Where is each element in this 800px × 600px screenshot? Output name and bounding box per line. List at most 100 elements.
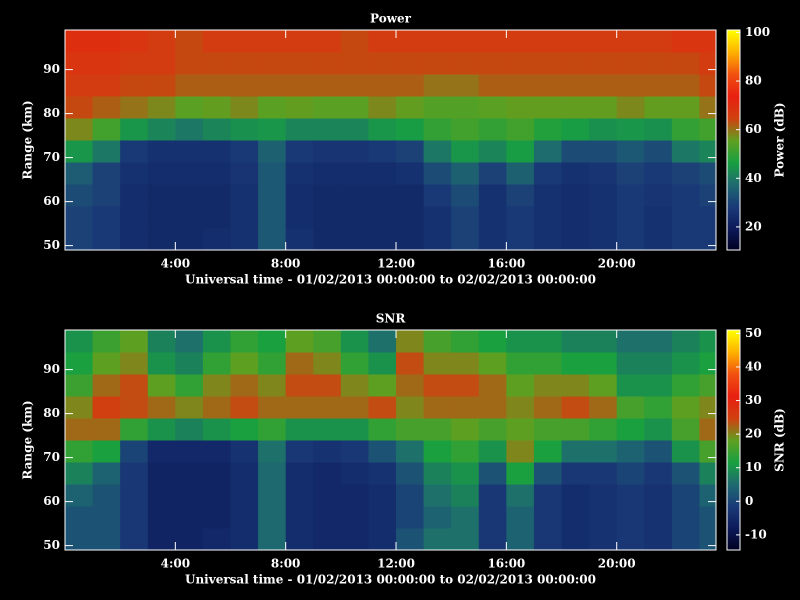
heatmap-cell: [589, 352, 618, 375]
colorbar-step: [727, 546, 740, 549]
colorbar-step: [727, 442, 740, 445]
colorbar-step: [727, 130, 740, 133]
heatmap-cell: [340, 330, 369, 353]
heatmap-cell: [175, 118, 204, 141]
heatmap-cell: [478, 206, 507, 229]
heatmap-cell: [313, 228, 342, 250]
heatmap-cell: [340, 118, 369, 141]
colorbar-step: [727, 64, 740, 67]
x-tick-label: 8:00: [271, 557, 300, 571]
heatmap-cell: [423, 484, 452, 507]
heatmap-cell: [202, 396, 232, 419]
heatmap-cell: [671, 118, 700, 141]
heatmap-cell: [451, 52, 480, 75]
colorbar-step: [727, 462, 740, 465]
heatmap-cell: [533, 162, 563, 185]
colorbar-step: [727, 424, 740, 427]
colorbar-step: [727, 186, 740, 189]
colorbar-step: [727, 476, 740, 479]
heatmap-cell: [506, 374, 535, 397]
colorbar-step: [727, 398, 740, 401]
chart-title: Power: [370, 12, 412, 26]
colorbar-step: [727, 450, 740, 453]
heatmap-cell: [478, 374, 507, 397]
heatmap-cell: [258, 140, 287, 163]
colorbar-step: [727, 218, 740, 221]
heatmap-cell: [396, 462, 425, 485]
colorbar-step: [727, 482, 740, 485]
heatmap-cell: [533, 96, 563, 119]
colorbar-step: [727, 156, 740, 159]
colorbar-step: [727, 426, 740, 429]
heatmap-cell: [478, 118, 507, 141]
colorbar-step: [727, 374, 740, 377]
heatmap-cell: [175, 396, 204, 419]
heatmap-cell: [92, 506, 121, 529]
colorbar-step: [727, 458, 740, 461]
heatmap-cell: [616, 396, 645, 419]
colorbar-step: [727, 478, 740, 481]
colorbar-step: [727, 446, 740, 449]
colorbar-step: [727, 56, 740, 59]
heatmap-cell: [175, 52, 204, 75]
colorbar-step: [727, 368, 740, 371]
heatmap-cell: [65, 396, 94, 419]
heatmap-cell: [451, 330, 480, 353]
heatmap-cell: [340, 418, 369, 441]
colorbar-step: [727, 360, 740, 363]
heatmap-cell: [699, 118, 716, 141]
heatmap-cell: [230, 118, 259, 141]
heatmap-cell: [396, 484, 425, 507]
colorbar-step: [727, 246, 740, 249]
heatmap-cell: [340, 74, 369, 97]
heatmap-cell: [423, 330, 452, 353]
heatmap-cell: [533, 118, 563, 141]
heatmap-cell: [147, 330, 176, 353]
heatmap-cell: [561, 506, 590, 529]
colorbar-step: [727, 490, 740, 493]
colorbar-step: [727, 126, 740, 129]
heatmap-cell: [340, 528, 369, 550]
colorbar-step: [727, 136, 740, 139]
heatmap-cell: [671, 184, 700, 207]
heatmap-cell: [285, 440, 314, 463]
heatmap-cell: [478, 418, 507, 441]
y-tick-label: 90: [43, 62, 60, 76]
colorbar-step: [727, 138, 740, 141]
heatmap-cell: [285, 396, 314, 419]
colorbar-step: [727, 32, 740, 35]
heatmap-cell: [65, 74, 94, 97]
heatmap-cell: [589, 484, 618, 507]
colorbar-step: [727, 206, 740, 209]
colorbar-step: [727, 152, 740, 155]
heatmap-cell: [561, 52, 590, 75]
heatmap-cell: [175, 30, 204, 53]
heatmap-cell: [120, 440, 149, 463]
heatmap-cell: [175, 184, 204, 207]
colorbar-tick-label: 60: [745, 122, 762, 136]
colorbar-step: [727, 34, 740, 37]
colorbar-tick-label: -10: [745, 527, 767, 541]
heatmap-cell: [506, 330, 535, 353]
heatmap-cell: [368, 206, 397, 229]
heatmap-cell: [561, 96, 590, 119]
heatmap-cell: [589, 374, 618, 397]
colorbar-step: [727, 88, 740, 91]
colorbar-step: [727, 106, 740, 109]
colorbar-step: [727, 514, 740, 517]
colorbar-step: [727, 498, 740, 501]
heatmap-cell: [506, 96, 535, 119]
heatmap-cell: [451, 440, 480, 463]
colorbar-step: [727, 390, 740, 393]
colorbar-step: [727, 90, 740, 93]
colorbar-step: [727, 422, 740, 425]
heatmap-cell: [285, 374, 314, 397]
colorbar-step: [727, 536, 740, 539]
heatmap-cell: [451, 528, 480, 550]
colorbar-step: [727, 406, 740, 409]
heatmap-cell: [120, 374, 149, 397]
colorbar-step: [727, 408, 740, 411]
heatmap-cell: [533, 206, 563, 229]
heatmap-cell: [644, 506, 673, 529]
colorbar-step: [727, 238, 740, 241]
